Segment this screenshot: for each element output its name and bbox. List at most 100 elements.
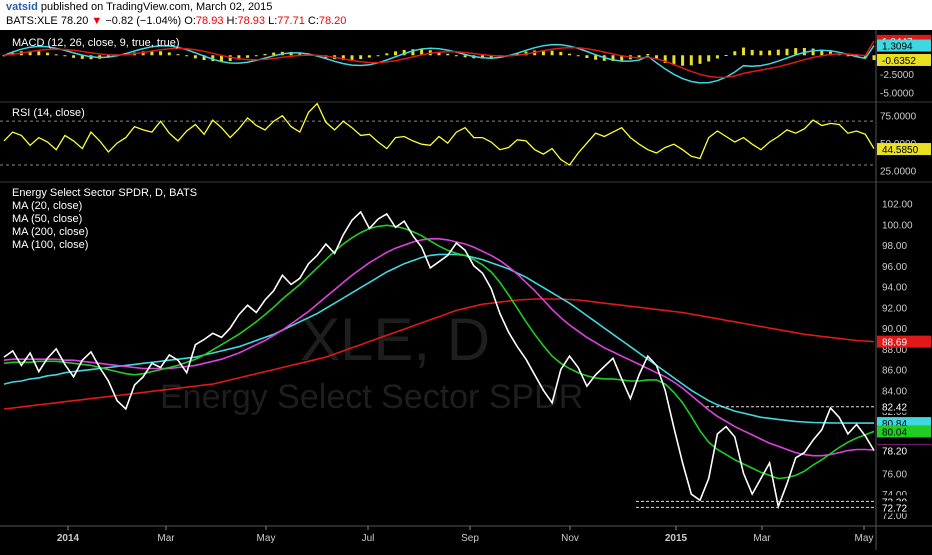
- macd-histogram-bar: [350, 55, 354, 60]
- macd-histogram-bar: [176, 54, 180, 56]
- macd-histogram-bar: [489, 55, 493, 58]
- published-line: vatsid published on TradingView.com, Mar…: [6, 1, 272, 13]
- macd-histogram-bar: [202, 55, 206, 61]
- macd-histogram-bar: [655, 55, 658, 60]
- price-badge-label: 44.5850: [882, 145, 919, 156]
- macd-histogram-bar: [776, 49, 780, 56]
- ma20-line: [3, 224, 875, 480]
- macd-histogram-bar: [454, 55, 458, 57]
- macd-histogram-bar: [646, 53, 650, 56]
- macd-histogram-bar: [411, 49, 415, 56]
- price-badge: [877, 425, 931, 438]
- legend-ma200: MA (200, close): [12, 226, 88, 238]
- macd-histogram-bar: [515, 53, 519, 56]
- legend-ma100: MA (100, close): [12, 239, 88, 251]
- time-tick-label: May: [855, 533, 874, 544]
- price-tick-label: 96.00: [882, 262, 907, 273]
- macd-histogram-bar: [37, 51, 41, 56]
- rsi-tick-label: 25.0000: [880, 167, 917, 178]
- legend-ma50: MA (50, close): [12, 213, 82, 225]
- macd-histogram-bar: [63, 55, 67, 57]
- high-value: 78.93: [237, 15, 266, 27]
- price-tick-label: 84.00: [882, 386, 907, 397]
- price-badge: [877, 53, 931, 66]
- macd-tick-label: -5.0000: [880, 88, 914, 99]
- macd-histogram-bar: [437, 51, 441, 56]
- macd-histogram-bar: [820, 49, 824, 56]
- macd-histogram-bar: [802, 47, 806, 56]
- close-label: C:: [307, 15, 319, 27]
- macd-histogram-bar: [541, 50, 545, 56]
- macd-histogram-bar: [193, 55, 197, 59]
- macd-histogram-bar: [141, 51, 145, 56]
- legend-ma20: MA (20, close): [12, 200, 82, 212]
- macd-signal-line: [3, 40, 875, 79]
- macd-histogram-bar: [80, 55, 84, 59]
- time-tick-label: Mar: [753, 533, 771, 544]
- macd-histogram-bar: [829, 51, 832, 56]
- macd-histogram-bar: [594, 55, 598, 60]
- rsi-tick-label: 75.0000: [880, 112, 917, 123]
- macd-histogram-bar: [237, 55, 241, 60]
- macd-histogram-bar: [420, 49, 424, 56]
- macd-tick-label: -2.5000: [880, 70, 914, 81]
- time-tick-label: 2014: [57, 533, 80, 544]
- time-tick-label: Jul: [362, 533, 375, 544]
- macd-histogram-bar: [263, 53, 267, 56]
- macd-histogram-bar: [2, 55, 6, 57]
- macd-histogram-bar: [367, 55, 371, 58]
- macd-histogram-bar: [228, 55, 232, 61]
- macd-histogram-bar: [220, 55, 223, 62]
- macd-line: [3, 43, 875, 84]
- macd-histogram-bar: [446, 53, 450, 56]
- price-badge-label: 78.20: [882, 446, 907, 457]
- macd-histogram-bar: [681, 55, 685, 66]
- price-change: −0.82 (−1.04%): [105, 15, 182, 27]
- down-arrow-icon: ▼: [91, 15, 103, 27]
- macd-histogram-bar: [72, 55, 76, 58]
- price-badge-label: -0.6352: [882, 56, 916, 67]
- watermark-name: Energy Select Sector SPDR: [160, 378, 583, 416]
- macd-histogram-bar: [359, 55, 363, 60]
- time-tick-label: Nov: [561, 533, 579, 544]
- chart-canvas[interactable]: XLE, D Energy Select Sector SPDR -2.5000…: [0, 30, 932, 550]
- macd-histogram-bar: [463, 55, 467, 58]
- macd-histogram-bar: [663, 55, 667, 63]
- open-label: O:: [184, 15, 196, 27]
- macd-histogram-bar: [394, 51, 397, 56]
- macd-title: MACD (12, 26, close, 9, true, true): [12, 37, 180, 49]
- macd-histogram-bar: [576, 55, 580, 57]
- macd-histogram-bar: [637, 55, 641, 58]
- high-label: H:: [226, 15, 238, 27]
- price-tick-label: 102.00: [882, 200, 913, 211]
- macd-histogram-bar: [46, 52, 49, 56]
- time-tick-label: Sep: [461, 533, 479, 544]
- chart-area[interactable]: XLE, D Energy Select Sector SPDR -2.5000…: [0, 30, 932, 550]
- macd-histogram-bar: [794, 48, 798, 56]
- price-badge: [877, 444, 931, 457]
- macd-histogram-bar: [54, 54, 58, 56]
- price-badge: [877, 39, 931, 52]
- macd-histogram-bar: [768, 50, 772, 56]
- price-badge-label: 82.42: [882, 403, 907, 414]
- macd-histogram-bar: [733, 51, 737, 56]
- price-badge: [877, 400, 931, 413]
- published-text: published on TradingView.com, March 02, …: [40, 1, 273, 13]
- macd-histogram-bar: [785, 48, 789, 56]
- price-title: Energy Select Sector SPDR, D, BATS: [12, 187, 197, 199]
- rsi-title: RSI (14, close): [12, 107, 85, 119]
- macd-histogram-bar: [750, 49, 754, 56]
- macd-histogram-bar: [559, 51, 563, 56]
- time-tick-label: Mar: [157, 533, 175, 544]
- macd-histogram-bar: [341, 55, 345, 60]
- price-line: [3, 210, 875, 510]
- price-badge-label: 1.3094: [882, 42, 913, 53]
- macd-histogram-bar: [28, 50, 32, 56]
- price-tick-label: 86.00: [882, 366, 907, 377]
- author-name[interactable]: vatsid: [6, 1, 38, 13]
- macd-histogram-bar: [724, 54, 728, 56]
- ma200-line: [3, 298, 875, 410]
- price-badge-label: 72.72: [882, 503, 907, 514]
- macd-histogram-bar: [481, 55, 484, 59]
- macd-histogram-bar: [150, 50, 154, 56]
